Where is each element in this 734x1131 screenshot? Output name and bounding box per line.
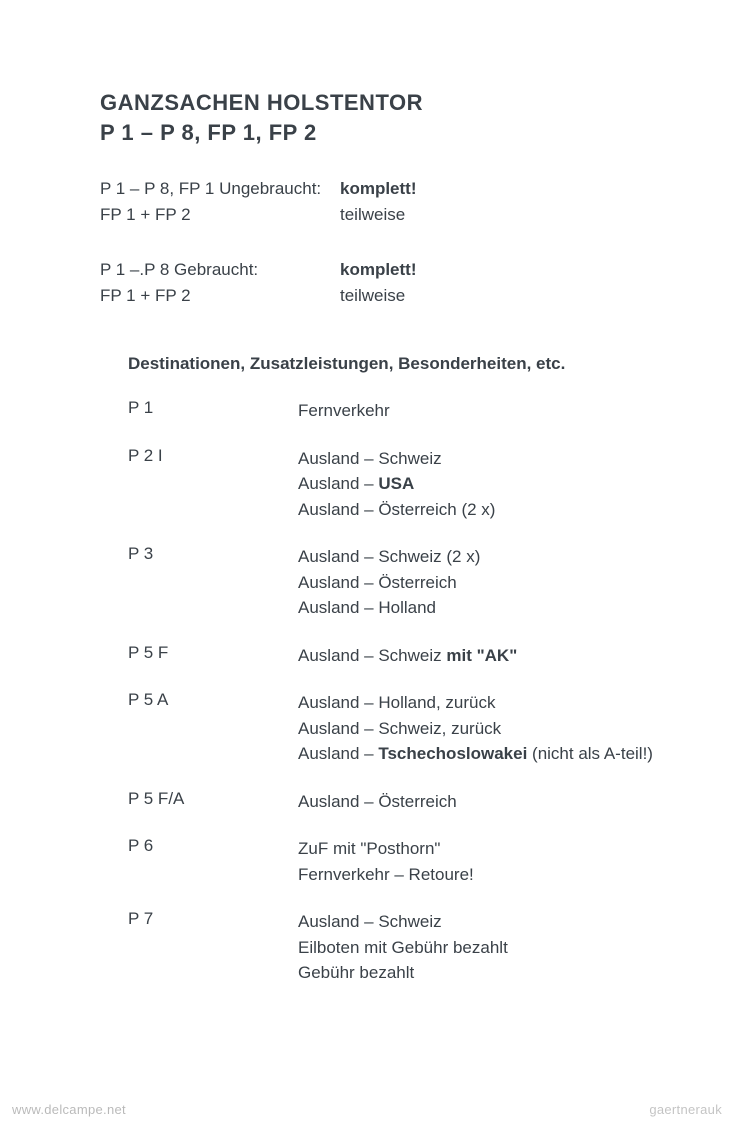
entry-line: Ausland – Schweiz (2 x): [298, 544, 480, 570]
entries-list: P 1FernverkehrP 2 IAusland – SchweizAusl…: [128, 398, 664, 986]
entry-line: ZuF mit "Posthorn": [298, 836, 474, 862]
summary-row: FP 1 + FP 2teilweise: [100, 202, 664, 228]
page-title-line2: P 1 – P 8, FP 1, FP 2: [100, 120, 664, 146]
entry-code: P 1: [128, 398, 298, 424]
entry-description: Ausland – Schweiz Eilboten mit Gebühr bez…: [298, 909, 508, 986]
entry-code: P 6: [128, 836, 298, 887]
entry-description: Ausland – SchweizAusland – USAAusland – …: [298, 446, 495, 523]
text-segment: ZuF mit "Posthorn": [298, 839, 440, 858]
text-segment: mit "AK": [446, 646, 517, 665]
entry-code: P 5 F/A: [128, 789, 298, 815]
entry-description: Ausland – Schweiz mit "AK": [298, 643, 517, 669]
entry-line: Fernverkehr – Retoure!: [298, 862, 474, 888]
entry-description: Ausland – Österreich: [298, 789, 457, 815]
summary-value: teilweise: [340, 202, 405, 228]
entry-row: P 5 AAusland – Holland, zurückAusland – …: [128, 690, 664, 767]
summary-value: teilweise: [340, 283, 405, 309]
page-title-line1: GANZSACHEN HOLSTENTOR: [100, 90, 664, 116]
summary-label: FP 1 + FP 2: [100, 202, 340, 228]
text-segment: Ausland – Schweiz (2 x): [298, 547, 480, 566]
text-segment: Gebühr bezahlt: [298, 963, 414, 982]
summary-block: P 1 –.P 8 Gebraucht:komplett!FP 1 + FP 2…: [100, 257, 664, 308]
entry-line: Gebühr bezahlt: [298, 960, 508, 986]
watermark-left: www.delcampe.net: [12, 1102, 126, 1117]
entry-line: Ausland – Tschechoslowakei (nicht als A-…: [298, 741, 653, 767]
text-segment: Ausland – Schweiz: [298, 646, 446, 665]
entry-line: Ausland – Holland, zurück: [298, 690, 653, 716]
entry-line: Ausland – Österreich (2 x): [298, 497, 495, 523]
text-segment: Ausland – Schweiz: [298, 449, 442, 468]
text-segment: Ausland – Schweiz, zurück: [298, 719, 501, 738]
summary-label: P 1 –.P 8 Gebraucht:: [100, 257, 340, 283]
text-segment: Ausland – Österreich (2 x): [298, 500, 495, 519]
summary-value: komplett!: [340, 257, 417, 283]
entry-row: P 5 FAusland – Schweiz mit "AK": [128, 643, 664, 669]
entry-line: Ausland – Österreich: [298, 789, 457, 815]
entry-row: P 1Fernverkehr: [128, 398, 664, 424]
entry-line: Ausland – Schweiz mit "AK": [298, 643, 517, 669]
text-segment: Ausland –: [298, 744, 378, 763]
summary-row: P 1 –.P 8 Gebraucht:komplett!: [100, 257, 664, 283]
entry-code: P 3: [128, 544, 298, 621]
summary-label: FP 1 + FP 2: [100, 283, 340, 309]
entry-row: P 7Ausland – Schweiz Eilboten mit Gebühr …: [128, 909, 664, 986]
entry-line: Ausland – Österreich: [298, 570, 480, 596]
text-segment: Ausland – Österreich: [298, 792, 457, 811]
entry-row: P 6ZuF mit "Posthorn" Fernverkehr – Retou…: [128, 836, 664, 887]
entry-description: Ausland – Schweiz (2 x) Ausland – Österre…: [298, 544, 480, 621]
watermark-right: gaertnerauk: [649, 1102, 722, 1117]
text-segment: Ausland –: [298, 474, 378, 493]
text-segment: USA: [378, 474, 414, 493]
entry-description: Fernverkehr: [298, 398, 390, 424]
text-segment: Fernverkehr – Retoure!: [298, 865, 474, 884]
entry-code: P 2 I: [128, 446, 298, 523]
entry-line: Ausland – USA: [298, 471, 495, 497]
text-segment: Eilboten mit Gebühr bezahlt: [298, 938, 508, 957]
text-segment: Ausland – Schweiz: [298, 912, 442, 931]
text-segment: Tschechoslowakei: [378, 744, 527, 763]
entry-row: P 5 F/AAusland – Österreich: [128, 789, 664, 815]
section-title: Destinationen, Zusatzleistungen, Besonde…: [128, 354, 664, 374]
summary-value: komplett!: [340, 176, 417, 202]
entry-line: Eilboten mit Gebühr bezahlt: [298, 935, 508, 961]
entry-code: P 5 F: [128, 643, 298, 669]
summary-row: P 1 – P 8, FP 1 Ungebraucht:komplett!: [100, 176, 664, 202]
text-segment: Ausland – Holland, zurück: [298, 693, 496, 712]
document-page: GANZSACHEN HOLSTENTOR P 1 – P 8, FP 1, F…: [0, 0, 734, 986]
text-segment: (nicht als A-teil!): [527, 744, 653, 763]
text-segment: Ausland – Holland: [298, 598, 436, 617]
text-segment: Fernverkehr: [298, 401, 390, 420]
entry-line: Ausland – Schweiz, zurück: [298, 716, 653, 742]
entry-row: P 2 IAusland – SchweizAusland – USAAusla…: [128, 446, 664, 523]
entry-description: ZuF mit "Posthorn" Fernverkehr – Retoure!: [298, 836, 474, 887]
entry-code: P 5 A: [128, 690, 298, 767]
entry-line: Fernverkehr: [298, 398, 390, 424]
text-segment: Ausland – Österreich: [298, 573, 457, 592]
entry-description: Ausland – Holland, zurück Ausland – Schwe…: [298, 690, 653, 767]
summary-block: P 1 – P 8, FP 1 Ungebraucht:komplett!FP …: [100, 176, 664, 227]
entry-line: Ausland – Schweiz: [298, 909, 508, 935]
summary-section: P 1 – P 8, FP 1 Ungebraucht:komplett!FP …: [100, 176, 664, 308]
entry-code: P 7: [128, 909, 298, 986]
entry-line: Ausland – Schweiz: [298, 446, 495, 472]
entry-row: P 3Ausland – Schweiz (2 x) Ausland – Öste…: [128, 544, 664, 621]
summary-label: P 1 – P 8, FP 1 Ungebraucht:: [100, 176, 340, 202]
entry-line: Ausland – Holland: [298, 595, 480, 621]
summary-row: FP 1 + FP 2teilweise: [100, 283, 664, 309]
